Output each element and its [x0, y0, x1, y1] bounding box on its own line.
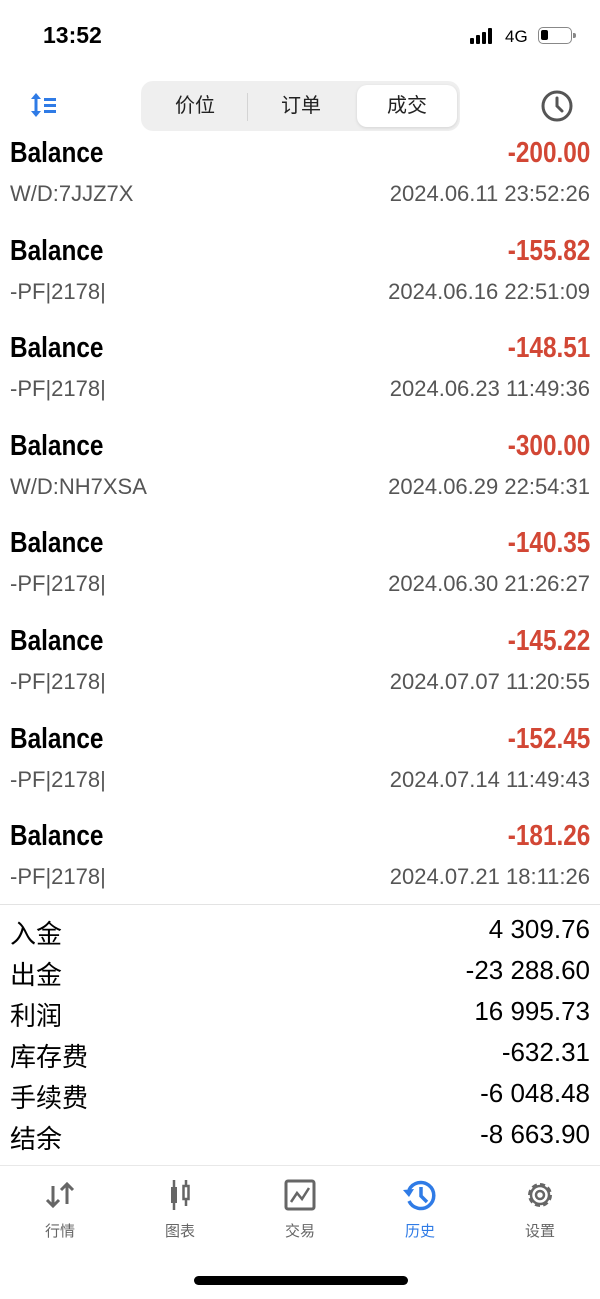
clock-icon[interactable]	[540, 89, 574, 128]
network-type: 4G	[505, 27, 528, 46]
deal-row[interactable]: Balance -200.00 W/D:7JJZ7X 2024.06.11 23:52…	[0, 134, 600, 232]
deal-comment: -PF|2178|	[10, 571, 106, 597]
summary-value: 16 995.73	[474, 996, 590, 1026]
tab-quotes[interactable]: 行情	[0, 1178, 120, 1241]
deal-row[interactable]: Balance -148.51 -PF|2178| 2024.06.23 11:49:…	[0, 329, 600, 427]
status-time: 13:52	[43, 22, 102, 48]
battery-icon	[538, 27, 576, 44]
summary-row: 库存费 -632.31	[0, 1035, 600, 1076]
tab-history[interactable]: 历史	[360, 1178, 480, 1241]
candlestick-icon	[171, 1180, 190, 1210]
sort-list-icon[interactable]	[28, 90, 60, 125]
tab-settings[interactable]: 设置	[480, 1178, 600, 1241]
deal-amount: -145.22	[507, 624, 590, 657]
summary-value: -8 663.90	[480, 1119, 590, 1149]
summary-label: 出金	[10, 960, 63, 990]
deal-type: Balance	[10, 722, 104, 755]
summary-label: 库存费	[10, 1042, 89, 1072]
deal-type: Balance	[10, 527, 104, 560]
deal-date: 2024.07.21 18:11:26	[389, 864, 590, 890]
deal-row[interactable]: Balance -145.22 -PF|2178| 2024.07.07 11:20:…	[0, 622, 600, 720]
segmented-control: 价位 订单 成交	[141, 81, 460, 131]
deal-row[interactable]: Balance -181.26 -PF|2178| 2024.07.21 18:11:…	[0, 817, 600, 915]
summary-row: 入金 4 309.76	[0, 912, 600, 953]
segment-divider	[247, 93, 248, 121]
summary-section: 入金 4 309.76 出金 -23 288.60 利润 16 995.73 库存费 -632…	[0, 912, 600, 1158]
segment-positions[interactable]: 价位	[175, 95, 215, 117]
deal-comment: W/D:7JJZ7X	[10, 181, 134, 206]
deal-amount: -152.45	[507, 722, 590, 755]
summary-divider	[0, 904, 600, 905]
summary-row: 结余 -8 663.90	[0, 1117, 600, 1158]
deal-comment: -PF|2178|	[10, 864, 106, 890]
deal-amount: -181.26	[507, 820, 590, 853]
summary-row: 出金 -23 288.60	[0, 953, 600, 994]
summary-label: 结余	[10, 1124, 63, 1154]
deal-amount: -148.51	[507, 332, 590, 365]
segment-deals[interactable]: 成交	[357, 85, 457, 127]
summary-row: 利润 16 995.73	[0, 994, 600, 1035]
deal-type: Balance	[10, 234, 104, 267]
deal-comment: -PF|2178|	[10, 668, 106, 694]
deal-amount: -200.00	[507, 137, 590, 169]
settings-gear-icon	[528, 1183, 552, 1207]
deal-amount: -300.00	[507, 429, 590, 462]
tab-bar: 行情 图表 交易 历史 设置	[0, 1165, 600, 1255]
summary-value: 4 309.76	[488, 914, 590, 944]
deals-list: Balance -200.00 W/D:7JJZ7X 2024.06.11 23:52…	[0, 134, 600, 915]
tab-label: 交易	[284, 1223, 315, 1240]
deal-type: Balance	[10, 624, 104, 657]
trade-chart-icon	[284, 1179, 316, 1211]
signal-icon	[470, 28, 492, 44]
segment-orders[interactable]: 订单	[281, 95, 321, 117]
deal-row[interactable]: Balance -152.45 -PF|2178| 2024.07.14 11:49:…	[0, 720, 600, 818]
tab-label: 行情	[44, 1223, 75, 1240]
tab-charts[interactable]: 图表	[120, 1178, 240, 1241]
deal-date: 2024.06.16 22:51:09	[388, 278, 590, 304]
deal-date: 2024.06.23 11:49:36	[389, 376, 590, 402]
history-icon	[403, 1180, 436, 1211]
deal-comment: -PF|2178|	[10, 376, 106, 402]
deal-row[interactable]: Balance -155.82 -PF|2178| 2024.06.16 22:51:…	[0, 232, 600, 330]
tab-trade[interactable]: 交易	[240, 1178, 360, 1241]
deal-date: 2024.06.30 21:26:27	[388, 571, 590, 597]
summary-label: 手续费	[10, 1083, 89, 1113]
summary-value: -6 048.48	[480, 1078, 590, 1108]
deal-type: Balance	[10, 429, 104, 462]
quotes-arrows-icon	[45, 1181, 75, 1209]
tab-label: 图表	[164, 1223, 195, 1240]
top-bar: 价位 订单 成交	[0, 80, 600, 132]
deal-date: 2024.06.29 22:54:31	[388, 473, 590, 499]
summary-value: -23 288.60	[465, 955, 590, 985]
tab-label: 历史	[404, 1223, 435, 1240]
tab-label: 设置	[524, 1223, 555, 1240]
summary-label: 利润	[10, 1001, 63, 1031]
summary-label: 入金	[10, 919, 63, 949]
deal-type: Balance	[10, 137, 104, 169]
deal-row[interactable]: Balance -300.00 W/D:NH7XSA 2024.06.29 22:54…	[0, 427, 600, 525]
deal-comment: -PF|2178|	[10, 278, 106, 304]
summary-row: 手续费 -6 048.48	[0, 1076, 600, 1117]
deal-date: 2024.07.07 11:20:55	[389, 668, 590, 694]
deal-type: Balance	[10, 332, 104, 365]
deal-row[interactable]: Balance -140.35 -PF|2178| 2024.06.30 21:26:…	[0, 524, 600, 622]
home-indicator[interactable]	[194, 1276, 408, 1285]
deal-date: 2024.06.11 23:52:26	[389, 181, 590, 206]
deal-amount: -140.35	[507, 527, 590, 560]
summary-value: -632.31	[501, 1037, 590, 1067]
deal-comment: -PF|2178|	[10, 766, 106, 792]
deal-amount: -155.82	[507, 234, 590, 267]
deal-comment: W/D:NH7XSA	[10, 473, 147, 499]
status-bar: 13:52 4G	[0, 0, 600, 70]
deal-date: 2024.07.14 11:49:43	[389, 766, 590, 792]
deal-type: Balance	[10, 820, 104, 853]
